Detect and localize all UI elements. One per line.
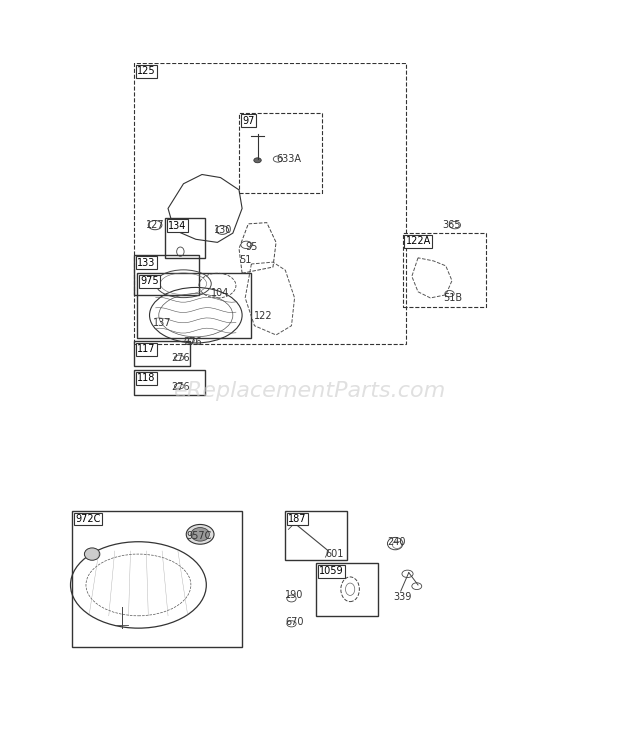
Text: 975: 975 bbox=[140, 276, 159, 286]
Text: 276: 276 bbox=[171, 382, 190, 392]
Text: 972C: 972C bbox=[76, 514, 101, 524]
Bar bbox=[134, 254, 199, 295]
Bar bbox=[137, 273, 251, 338]
Bar bbox=[134, 341, 190, 366]
Text: 276: 276 bbox=[171, 353, 190, 363]
Text: 137: 137 bbox=[153, 318, 171, 327]
Bar bbox=[134, 63, 405, 344]
Text: 122: 122 bbox=[254, 312, 273, 321]
Text: 240: 240 bbox=[387, 536, 405, 547]
Text: 127: 127 bbox=[146, 220, 165, 230]
Text: eReplacementParts.com: eReplacementParts.com bbox=[174, 380, 446, 400]
Text: 633A: 633A bbox=[276, 154, 301, 164]
Text: 125: 125 bbox=[137, 66, 156, 77]
Text: 51: 51 bbox=[239, 254, 251, 265]
Text: 1059: 1059 bbox=[319, 566, 344, 577]
Text: 190: 190 bbox=[285, 591, 304, 600]
Text: 365: 365 bbox=[443, 220, 461, 230]
Ellipse shape bbox=[254, 158, 261, 163]
Text: 118: 118 bbox=[137, 373, 156, 383]
Text: 117: 117 bbox=[137, 344, 156, 354]
Bar bbox=[316, 563, 378, 616]
Bar bbox=[73, 511, 242, 647]
Text: 339: 339 bbox=[393, 592, 412, 603]
Bar bbox=[134, 371, 205, 395]
Text: 133: 133 bbox=[137, 258, 156, 268]
Text: 104: 104 bbox=[211, 288, 229, 298]
Text: 51B: 51B bbox=[443, 293, 462, 303]
Text: 97: 97 bbox=[242, 116, 254, 126]
Text: 130: 130 bbox=[215, 225, 232, 235]
Text: 134: 134 bbox=[168, 221, 187, 231]
Text: 601: 601 bbox=[326, 549, 344, 559]
Text: 276: 276 bbox=[184, 337, 202, 347]
Bar bbox=[165, 218, 205, 258]
Ellipse shape bbox=[186, 525, 214, 544]
Ellipse shape bbox=[84, 548, 100, 560]
Text: 95: 95 bbox=[245, 242, 257, 251]
Ellipse shape bbox=[191, 527, 210, 541]
Text: 187: 187 bbox=[288, 514, 307, 524]
Bar bbox=[285, 511, 347, 560]
Bar bbox=[239, 113, 322, 193]
Text: 957C: 957C bbox=[187, 530, 212, 541]
Text: 122A: 122A bbox=[405, 236, 431, 246]
Text: 670: 670 bbox=[285, 617, 304, 627]
Bar bbox=[402, 233, 486, 307]
